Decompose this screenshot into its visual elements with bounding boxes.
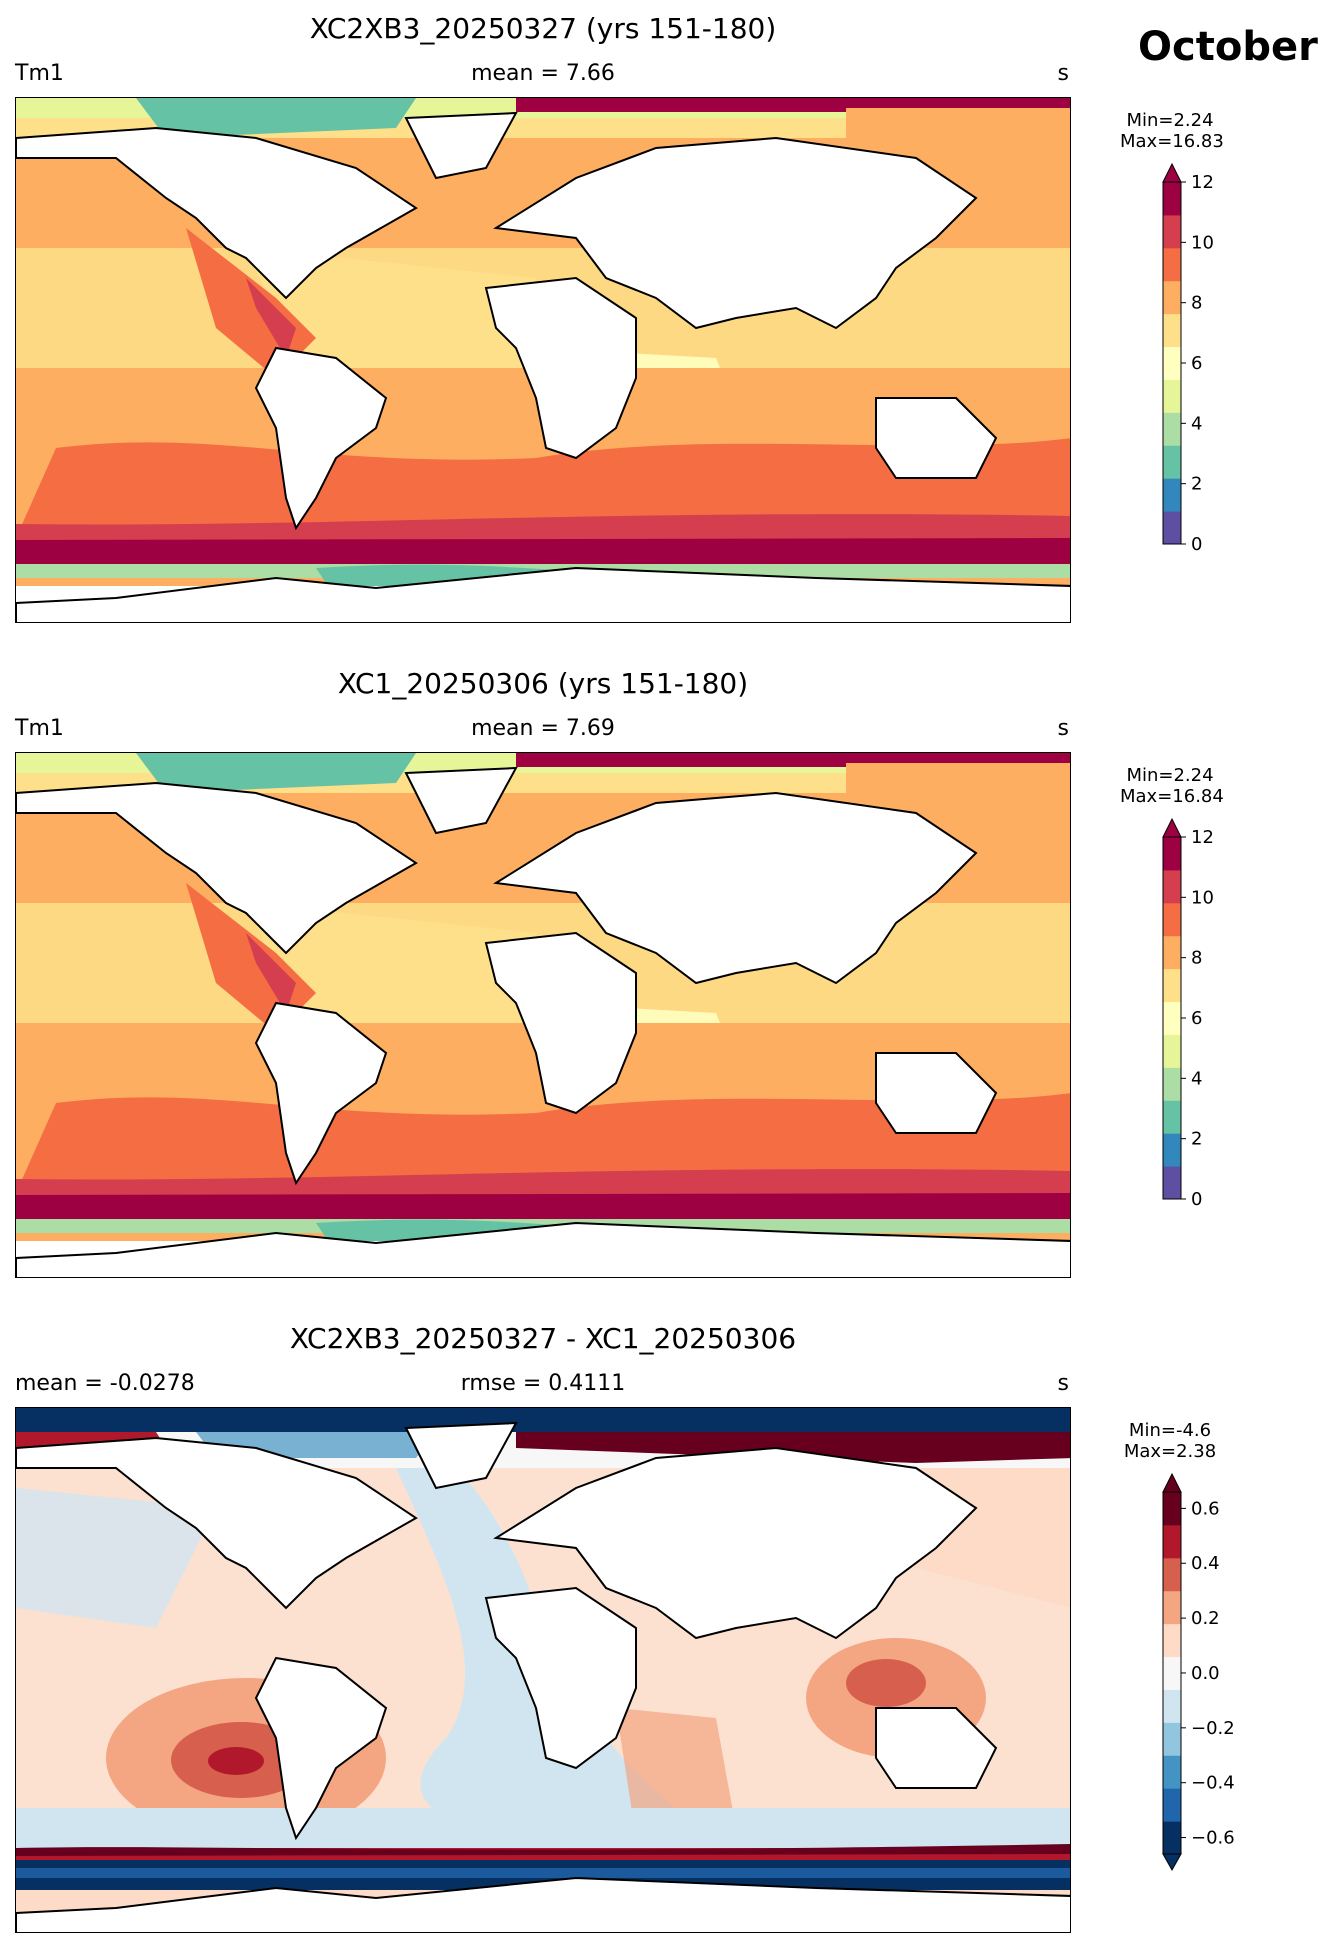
- panel-1-map: [15, 97, 1071, 623]
- colorbar-tick-label: 0.4: [1191, 1553, 1220, 1574]
- colorbar-tick-label: 12: [1191, 827, 1214, 848]
- colorbar-segment: [1163, 1001, 1181, 1035]
- colorbar-tick-label: 10: [1191, 232, 1214, 253]
- colorbar-segment: [1163, 1821, 1181, 1855]
- colorbar-segment: [1163, 1166, 1181, 1200]
- colorbar-tick-label: 4: [1191, 1068, 1202, 1089]
- colorbar-extend-max: [1162, 162, 1182, 183]
- colorbar-segment: [1163, 511, 1181, 545]
- colorbar-segment: [1163, 445, 1181, 479]
- panel-1-min-label: Min=2.24: [1126, 110, 1214, 131]
- colorbar-segment: [1163, 1067, 1181, 1101]
- panel-3-colorbar: −0.6 −0.4 −0.2 0.0 0.2 0.4 0.6: [1161, 1472, 1241, 1872]
- panel-3-min-label: Min=-4.6: [1128, 1420, 1212, 1441]
- colorbar-tick-label: 0.2: [1191, 1608, 1220, 1629]
- colorbar-tick-label: −0.4: [1191, 1773, 1235, 1794]
- colorbar-segment: [1163, 313, 1181, 348]
- colorbar-segment: [1163, 1755, 1181, 1789]
- colorbar-tick-label: 4: [1191, 413, 1202, 434]
- colorbar-segment: [1163, 869, 1181, 904]
- panel-2-units-label: s: [1057, 716, 1069, 741]
- panel-1-colorbar: 0 2 4 6 8 10 12: [1161, 162, 1241, 562]
- colorbar-tick-label: −0.6: [1191, 1828, 1235, 1849]
- panel-2-title: XC1_20250306 (yrs 151-180): [337, 667, 749, 700]
- panel-3-rmse-label: rmse = 0.4111: [460, 1371, 626, 1396]
- colorbar-tick-label: 10: [1191, 887, 1214, 908]
- panel-1-title: XC2XB3_20250327 (yrs 151-180): [309, 12, 777, 45]
- colorbar-segment: [1163, 1100, 1181, 1134]
- colorbar-tick-label: 6: [1191, 353, 1202, 374]
- panel-2-max-label: Max=16.84: [1120, 786, 1224, 807]
- colorbar-tick-label: 8: [1191, 948, 1202, 969]
- colorbar-segment: [1163, 1133, 1181, 1167]
- panel-1-max-label: Max=16.83: [1120, 131, 1224, 152]
- colorbar-segment: [1163, 1557, 1181, 1592]
- colorbar-segment: [1163, 379, 1181, 413]
- colorbar-tick-label: 0: [1191, 534, 1202, 555]
- colorbar-tick-label: 12: [1191, 172, 1214, 193]
- colorbar-segment: [1163, 837, 1181, 871]
- colorbar-segment: [1163, 1722, 1181, 1756]
- colorbar-tick-label: −0.2: [1191, 1718, 1235, 1739]
- panel-3-max-label: Max=2.38: [1123, 1441, 1217, 1462]
- colorbar-segment: [1163, 247, 1181, 282]
- colorbar-tick-label: 2: [1191, 1129, 1202, 1150]
- colorbar-extend-max: [1162, 1472, 1182, 1493]
- month-label: October: [1138, 24, 1318, 70]
- colorbar-segment: [1163, 1689, 1181, 1723]
- panel-3-mean-label: mean = -0.0278: [15, 1371, 195, 1396]
- panel-2-map: [15, 752, 1071, 1278]
- colorbar-extend-min: [1162, 1853, 1182, 1872]
- panel-2-colorbar: 0 2 4 6 8 10 12: [1161, 817, 1241, 1217]
- colorbar-tick-label: 0: [1191, 1189, 1202, 1210]
- colorbar-segment: [1163, 280, 1181, 315]
- colorbar-segment: [1163, 1788, 1181, 1822]
- colorbar-segment: [1163, 182, 1181, 216]
- colorbar-segment: [1163, 346, 1181, 380]
- colorbar-segment: [1163, 1623, 1181, 1658]
- colorbar-segment: [1163, 1590, 1181, 1625]
- colorbar-extend-max: [1162, 817, 1182, 838]
- panel-3-units-label: s: [1057, 1371, 1069, 1396]
- colorbar-segment: [1163, 1492, 1181, 1526]
- colorbar-segment: [1163, 1524, 1181, 1559]
- colorbar-tick-label: 2: [1191, 474, 1202, 495]
- colorbar-segment: [1163, 1034, 1181, 1068]
- colorbar-segment: [1163, 902, 1181, 937]
- panel-2-variable-label: Tm1: [15, 716, 64, 741]
- panel-1-mean-label: mean = 7.66: [471, 61, 615, 86]
- panel-3-title: XC2XB3_20250327 - XC1_20250306: [289, 1322, 797, 1355]
- colorbar-tick-label: 0.6: [1191, 1498, 1220, 1519]
- panel-2-mean-label: mean = 7.69: [471, 716, 615, 741]
- panel-2-min-label: Min=2.24: [1126, 765, 1214, 786]
- panel-1-variable-label: Tm1: [15, 61, 64, 86]
- panel-1-units-label: s: [1057, 61, 1069, 86]
- colorbar-segment: [1163, 214, 1181, 249]
- colorbar-segment: [1163, 935, 1181, 970]
- colorbar-segment: [1163, 1656, 1181, 1690]
- colorbar-tick-label: 8: [1191, 293, 1202, 314]
- colorbar-segment: [1163, 478, 1181, 512]
- colorbar-segment: [1163, 412, 1181, 446]
- panel-3-map: [15, 1407, 1071, 1933]
- colorbar-tick-label: 6: [1191, 1008, 1202, 1029]
- colorbar-tick-label: 0.0: [1191, 1663, 1220, 1684]
- colorbar-segment: [1163, 968, 1181, 1003]
